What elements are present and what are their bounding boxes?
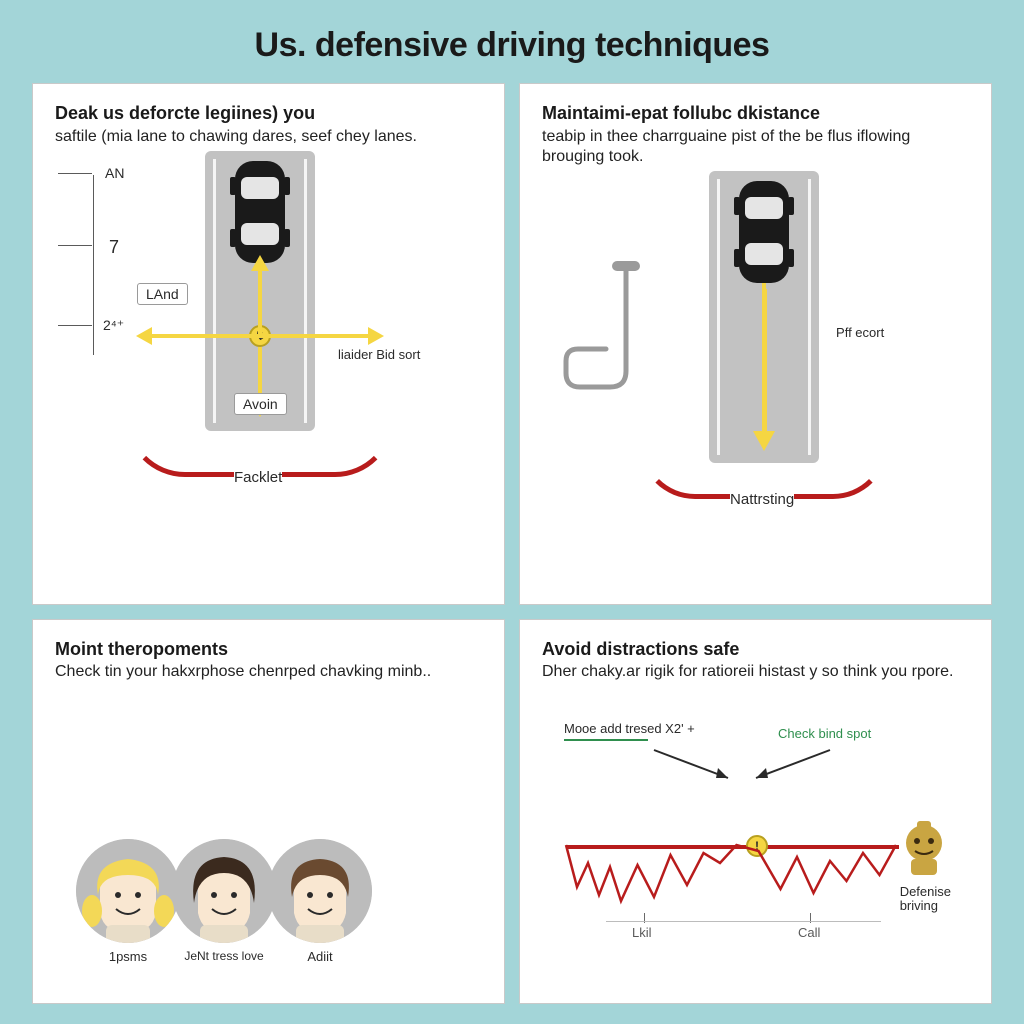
facklet-label: Facklet (234, 469, 282, 486)
tick-2: 2⁴⁺ (103, 317, 124, 334)
tick-an: AN (105, 165, 124, 181)
panel-1: Deak us deforcte legiines) you saftile (… (32, 83, 505, 605)
face-2-label: JeNt tress love (184, 949, 263, 963)
panel-1-sub: saftile (mia lane to chawing dares, seef… (55, 127, 482, 147)
tick-axis (93, 175, 94, 355)
panel-3-illus: 1psms (55, 682, 482, 989)
avatar (268, 839, 372, 943)
arrow-right-icon (368, 327, 384, 345)
v-arrow-up (258, 267, 262, 337)
right-stack: Defenise briving (900, 885, 951, 914)
face-3-label: Adiit (307, 949, 332, 964)
nattrsting-label: Nattrsting (730, 491, 794, 508)
panel-2: Maintaimi-epat follubc dkistance teabip … (519, 83, 992, 605)
and-label: LAnd (137, 283, 188, 305)
panel-3: Moint theropoments Check tin your hakxrp… (32, 619, 505, 1004)
face-2: JeNt tress love (169, 839, 279, 969)
panel-4: Avoid distractions safe Dher chaky.ar ri… (519, 619, 992, 1004)
right-side-label: liaider Bid sort (338, 347, 420, 362)
legend-left: Mooe add tresed X2' + (564, 722, 695, 741)
arrow-to-node-right-icon (744, 746, 834, 786)
down-arrow-line (762, 289, 767, 435)
panel-3-heading: Moint theropoments (55, 638, 482, 661)
car-icon (229, 157, 291, 267)
panel-2-sub: teabip in thee charrguaine pist of the b… (542, 127, 969, 167)
panel-4-sub: Dher chaky.ar rigik for ratioreii histas… (542, 662, 969, 682)
face-1-label: 1psms (109, 949, 147, 964)
car-icon-2 (733, 177, 795, 287)
panel-2-heading: Maintaimi-epat follubc dkistance (542, 102, 969, 125)
panel-1-illus: AN 7 2⁴⁺ LAnd (55, 147, 482, 590)
xtick-1-label: Lkil (632, 925, 652, 940)
avatar (172, 839, 276, 943)
chart-line (566, 845, 906, 925)
arrow-left-icon (136, 327, 152, 345)
page-title: Us. defensive driving techniques (32, 26, 992, 65)
face-3: Adiit (265, 839, 375, 969)
panel-4-heading: Avoid distractions safe (542, 638, 969, 661)
arc-1 (125, 417, 395, 477)
panel-1-heading: Deak us deforcte legiines) you (55, 102, 482, 125)
panel-4-illus: Mooe add tresed X2' + Check bind spot (542, 682, 969, 989)
x-axis-light (606, 921, 881, 922)
sign-icon (562, 261, 642, 391)
trophy-icon (897, 819, 951, 881)
avatar (76, 839, 180, 943)
page: Us. defensive driving techniques Deak us… (0, 0, 1024, 1024)
legend-right: Check bind spot (778, 726, 871, 741)
tick-7: 7 (109, 237, 119, 258)
faces-row: 1psms (73, 839, 375, 969)
panel-3-sub: Check tin your hakxrphose chenrped chavk… (55, 662, 482, 682)
arrow-to-node-left-icon (650, 746, 740, 786)
face-1: 1psms (73, 839, 183, 969)
panel-2-illus: Pff ecort Nattrsting (542, 167, 969, 590)
arrow-up-icon (251, 255, 269, 271)
panel-grid: Deak us deforcte legiines) you saftile (… (32, 83, 992, 1004)
avoin-box: Avoin (234, 393, 287, 415)
xtick-2-label: Call (798, 925, 820, 940)
pf-ecort-label: Pff ecort (836, 325, 884, 340)
chart: ! Lkil Call (566, 805, 945, 955)
